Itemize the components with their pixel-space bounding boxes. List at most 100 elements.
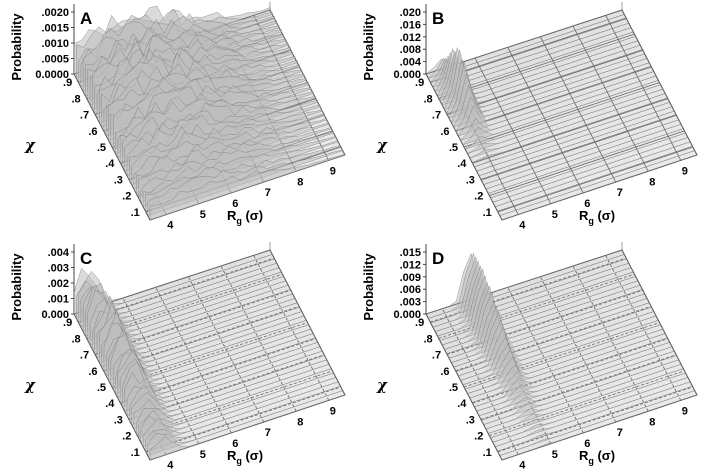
- grid-line-rg: [605, 255, 682, 401]
- surface-slice: [469, 93, 666, 159]
- grid-line-chi: [480, 354, 677, 420]
- surface-slice: [474, 342, 670, 408]
- surface: [425, 9, 698, 221]
- z-tick-label: .020: [400, 7, 421, 19]
- surface-slice: [467, 88, 663, 154]
- z-tick-label: .003: [400, 297, 421, 309]
- rg-tick-label: 7: [265, 187, 271, 199]
- z-axis-label: Probability: [361, 253, 376, 321]
- grid-line-chi: [145, 386, 341, 453]
- surface-slice: [497, 386, 693, 452]
- surface-slice: [465, 84, 661, 150]
- panel-letter: D: [432, 249, 444, 268]
- surface-slice: [488, 128, 684, 194]
- rg-tick-label: 7: [617, 427, 623, 439]
- panel-letter: A: [80, 9, 92, 28]
- panel-c: .004 .003 .002 .001 0.000 Probability C .9 .8.7.…: [9, 242, 346, 472]
- grid-line-chi: [463, 82, 660, 148]
- surface-slice: [499, 390, 695, 456]
- surface-slice: [499, 150, 695, 216]
- rg-tick-label: 6: [584, 198, 590, 210]
- surface-slice: [138, 372, 334, 439]
- chi-axis-label: χ: [24, 376, 36, 394]
- z-tick-label: .004: [400, 57, 422, 69]
- z-tick-label: 0.000: [41, 309, 69, 321]
- rg-tick-label: 4: [167, 220, 174, 232]
- chi-tick-label: .8: [71, 93, 80, 105]
- rg-axis-label: Rg (σ): [579, 448, 615, 466]
- surface-slice: [492, 137, 688, 203]
- rg-tick-label: 5: [200, 449, 206, 461]
- rg-tick-label: 7: [265, 427, 271, 439]
- grid-line-chi: [472, 98, 668, 164]
- chi-tick-label: .9: [415, 77, 424, 89]
- grid-line-rg: [572, 265, 649, 412]
- chi-tick-label: .2: [122, 431, 131, 443]
- chi-tick-label: .4: [457, 398, 467, 410]
- grid-line-chi: [472, 338, 668, 404]
- z-tick-label: .0005: [41, 54, 69, 66]
- surface-slice: [472, 97, 668, 163]
- surface-slice: [476, 106, 673, 172]
- grid-line-chi: [446, 49, 643, 115]
- z-tick-label: .009: [400, 272, 421, 284]
- rg-tick-label: 8: [297, 416, 303, 428]
- surface-slice: [149, 394, 346, 461]
- surface: [73, 249, 346, 461]
- surface-slice: [472, 337, 668, 403]
- grid-line-chi: [94, 289, 291, 355]
- chi-tick-label: .9: [63, 77, 72, 89]
- z-tick-label: .0020: [41, 7, 69, 19]
- surface-slice: [145, 386, 341, 452]
- rg-tick-label: 4: [167, 460, 174, 469]
- grid-line-chi: [497, 146, 693, 213]
- surface-slice: [113, 324, 309, 390]
- surface-slice: [462, 80, 659, 146]
- chi-axis-label: χ: [376, 136, 388, 154]
- surface-slice: [490, 132, 686, 199]
- grid-line-chi: [438, 273, 635, 339]
- z-axis-label: Probability: [9, 13, 24, 81]
- chi-tick-label: .4: [105, 398, 115, 410]
- surface-slice: [495, 141, 691, 207]
- z-tick-label: .012: [400, 32, 421, 44]
- rg-tick-label: 6: [584, 438, 590, 450]
- surface-slice: [136, 368, 332, 434]
- z-axis-label: Probability: [9, 253, 24, 321]
- surface-slice: [126, 350, 323, 417]
- chi-tick-label: .7: [80, 110, 89, 122]
- chi-tick-label: .7: [80, 350, 89, 362]
- surface-slice: [483, 359, 679, 425]
- surface-slice: [474, 102, 670, 168]
- surface-slice: [460, 75, 657, 141]
- surface-slice: [147, 390, 343, 456]
- chi-tick-label: .9: [63, 317, 72, 329]
- chi-tick-label: .7: [432, 350, 441, 362]
- chi-tick-label: .5: [449, 142, 458, 154]
- rg-axis-label: Rg (σ): [227, 448, 263, 466]
- chi-tick-label: .1: [483, 447, 492, 459]
- chi-tick-label: .3: [466, 174, 475, 186]
- rg-tick-label: 8: [297, 176, 303, 188]
- chi-tick-label: .8: [423, 93, 432, 105]
- grid-line-chi: [137, 370, 333, 437]
- z-tick-label: 0.000: [393, 69, 421, 81]
- grid-line-chi: [463, 322, 660, 388]
- chi-tick-label: .4: [457, 158, 467, 170]
- chi-tick-label: .1: [483, 207, 492, 219]
- surface-slice: [501, 394, 698, 461]
- rg-tick-label: 5: [200, 209, 206, 221]
- chi-tick-label: .2: [122, 191, 131, 203]
- surface-slice: [451, 298, 648, 363]
- z-tick-label: .015: [400, 247, 421, 259]
- rg-tick-label: 4: [519, 460, 526, 469]
- panel-letter: C: [80, 249, 92, 268]
- z-tick-label: .016: [400, 19, 421, 31]
- grid-line-chi: [446, 289, 643, 355]
- rg-tick-label: 6: [232, 198, 238, 210]
- chi-tick-label: .5: [97, 142, 106, 154]
- surface-slice: [497, 146, 693, 212]
- rg-tick-label: 5: [552, 449, 558, 461]
